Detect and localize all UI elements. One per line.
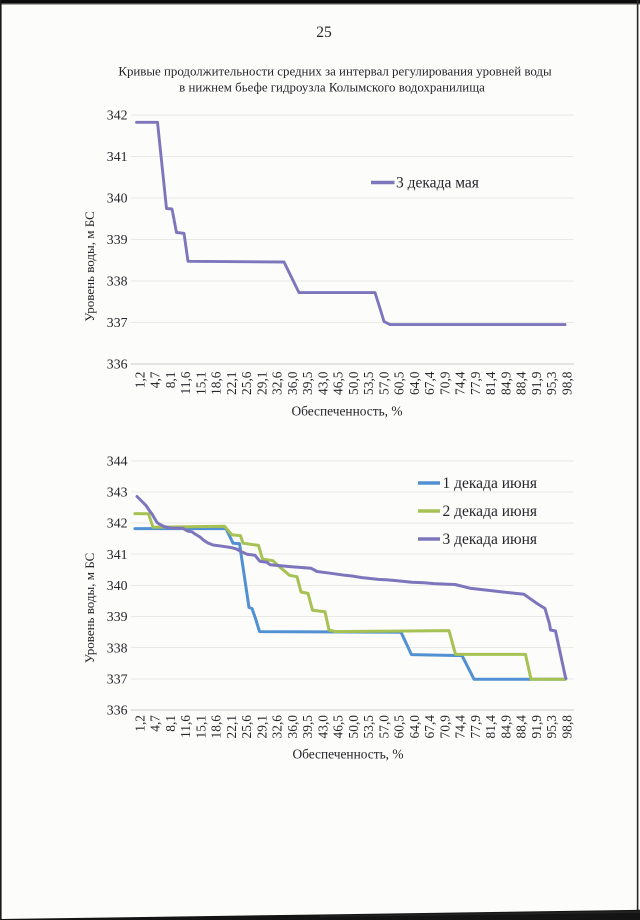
svg-text:Кривые продолжительности средн: Кривые продолжительности средних за инте…: [118, 65, 552, 79]
svg-text:344: 344: [107, 453, 128, 468]
svg-text:81,4: 81,4: [483, 715, 498, 739]
svg-text:84,9: 84,9: [498, 715, 513, 739]
svg-text:Уровень воды, м БС: Уровень воды, м БС: [82, 553, 97, 664]
svg-text:67,4: 67,4: [422, 715, 437, 739]
svg-text:Уровень воды, м БС: Уровень воды, м БС: [82, 211, 97, 322]
svg-text:53,5: 53,5: [361, 715, 376, 739]
svg-text:22,1: 22,1: [224, 372, 239, 395]
svg-text:342: 342: [107, 516, 128, 531]
svg-text:4,7: 4,7: [148, 371, 163, 388]
svg-text:29,1: 29,1: [254, 715, 269, 738]
svg-text:339: 339: [107, 232, 128, 247]
svg-text:91,9: 91,9: [529, 715, 544, 739]
svg-text:84,9: 84,9: [498, 371, 513, 395]
svg-text:36,0: 36,0: [285, 715, 300, 739]
svg-text:341: 341: [107, 149, 128, 164]
svg-text:95,3: 95,3: [544, 715, 559, 739]
svg-text:25: 25: [316, 24, 332, 41]
svg-text:336: 336: [107, 357, 128, 372]
svg-text:2 декада июня: 2 декада июня: [443, 503, 538, 520]
svg-text:338: 338: [107, 640, 128, 655]
svg-text:339: 339: [107, 609, 128, 624]
svg-text:64,0: 64,0: [407, 715, 422, 739]
svg-text:22,1: 22,1: [224, 715, 239, 738]
svg-text:57,0: 57,0: [376, 371, 391, 395]
svg-text:337: 337: [107, 672, 128, 687]
svg-text:341: 341: [107, 547, 128, 562]
svg-text:25,6: 25,6: [239, 715, 254, 739]
svg-text:8,1: 8,1: [163, 372, 178, 389]
svg-text:50,0: 50,0: [346, 715, 361, 739]
svg-text:25,6: 25,6: [239, 371, 254, 395]
svg-text:8,1: 8,1: [163, 715, 178, 732]
svg-text:39,5: 39,5: [300, 715, 315, 739]
svg-text:29,1: 29,1: [254, 372, 269, 395]
svg-text:336: 336: [107, 703, 128, 718]
svg-text:Обеспеченность, %: Обеспеченность, %: [292, 746, 403, 761]
svg-text:18,6: 18,6: [209, 371, 224, 395]
svg-text:340: 340: [107, 191, 128, 206]
svg-text:3 декада мая: 3 декада мая: [396, 174, 479, 191]
svg-text:67,4: 67,4: [422, 371, 437, 395]
svg-text:11,6: 11,6: [178, 371, 193, 394]
svg-text:74,4: 74,4: [453, 715, 468, 739]
svg-text:43,0: 43,0: [315, 371, 330, 395]
svg-text:36,0: 36,0: [285, 371, 300, 395]
svg-text:343: 343: [107, 485, 128, 500]
svg-text:в нижнем бьефе гидроузла Колым: в нижнем бьефе гидроузла Колымского водо…: [179, 80, 485, 94]
svg-text:Обеспеченность, %: Обеспеченность, %: [291, 404, 402, 419]
svg-text:98,8: 98,8: [559, 715, 574, 739]
svg-text:95,3: 95,3: [544, 371, 559, 395]
svg-text:32,6: 32,6: [270, 715, 285, 739]
svg-text:340: 340: [107, 578, 128, 593]
svg-text:11,6: 11,6: [178, 715, 193, 738]
svg-text:70,9: 70,9: [437, 371, 452, 395]
svg-text:74,4: 74,4: [453, 371, 468, 395]
svg-text:91,9: 91,9: [529, 371, 544, 395]
svg-text:77,9: 77,9: [468, 371, 483, 395]
svg-text:337: 337: [107, 315, 128, 330]
svg-text:43,0: 43,0: [315, 715, 330, 739]
svg-text:98,8: 98,8: [559, 371, 574, 395]
svg-text:46,5: 46,5: [331, 371, 346, 395]
svg-text:60,5: 60,5: [392, 371, 407, 395]
svg-text:70,9: 70,9: [437, 715, 452, 739]
svg-text:4,7: 4,7: [148, 715, 163, 732]
svg-text:64,0: 64,0: [407, 371, 422, 395]
svg-text:15,1: 15,1: [193, 715, 208, 738]
svg-text:46,5: 46,5: [331, 715, 346, 739]
svg-text:88,4: 88,4: [514, 715, 529, 739]
svg-text:15,1: 15,1: [193, 372, 208, 395]
svg-text:342: 342: [107, 108, 128, 123]
svg-text:39,5: 39,5: [300, 371, 315, 395]
svg-text:3 декада июня: 3 декада июня: [443, 531, 538, 548]
svg-text:1 декада июня: 1 декада июня: [443, 475, 538, 492]
svg-text:77,9: 77,9: [468, 715, 483, 739]
svg-text:1,2: 1,2: [132, 715, 147, 732]
svg-text:57,0: 57,0: [376, 715, 391, 739]
svg-text:338: 338: [107, 274, 128, 289]
svg-text:81,4: 81,4: [483, 371, 498, 395]
svg-text:1,2: 1,2: [132, 372, 147, 389]
svg-text:60,5: 60,5: [392, 715, 407, 739]
svg-text:18,6: 18,6: [209, 715, 224, 739]
svg-text:50,0: 50,0: [346, 371, 361, 395]
svg-text:53,5: 53,5: [361, 371, 376, 395]
svg-text:32,6: 32,6: [270, 371, 285, 395]
svg-text:88,4: 88,4: [514, 371, 529, 395]
